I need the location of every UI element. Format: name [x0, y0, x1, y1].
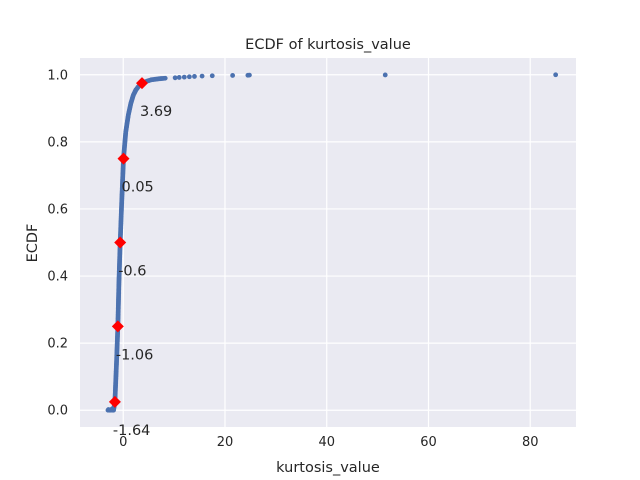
grid-lines: [80, 58, 576, 427]
quantile-label: 0.05: [121, 180, 153, 196]
x-tick-label: 20: [217, 435, 234, 450]
y-axis-ticks: 0.0 0.2 0.4 0.6 0.8 1.0: [47, 68, 68, 418]
ecdf-point: [247, 72, 252, 78]
x-tick-label: 40: [318, 435, 335, 450]
ecdf-point: [230, 73, 236, 78]
x-tick-label: 0: [119, 435, 127, 450]
ecdf-point: [192, 74, 197, 79]
ecdf-point: [209, 73, 215, 79]
ecdf-point: [382, 72, 388, 78]
ecdf-point: [162, 75, 168, 81]
ecdf-point: [172, 75, 178, 81]
x-axis-ticks: 0 20 40 60 80: [119, 435, 538, 450]
x-tick-label: 80: [522, 435, 539, 450]
quantile-marker: [136, 77, 149, 90]
y-tick-label: 0.4: [47, 270, 68, 285]
quantile-annotations: -1.64 -1.06 -0.6 0.05 3.69: [113, 104, 172, 439]
x-tick-label: 60: [420, 435, 437, 450]
x-axis-title: kurtosis_value: [276, 460, 380, 476]
ecdf-point: [106, 407, 111, 412]
quantile-label: 3.69: [140, 104, 172, 120]
quantile-markers: [108, 77, 149, 408]
ecdf-point: [186, 74, 192, 80]
ecdf-point: [553, 72, 559, 78]
ecdf-point: [109, 406, 115, 412]
chart-title: ECDF of kurtosis_value: [245, 37, 411, 53]
quantile-marker: [117, 152, 130, 165]
y-tick-label: 0.2: [47, 337, 68, 352]
y-tick-label: 1.0: [47, 68, 68, 83]
ecdf-series: [105, 72, 559, 413]
y-tick-label: 0.0: [47, 404, 68, 419]
quantile-label: -1.64: [113, 423, 151, 439]
y-tick-label: 0.8: [47, 135, 68, 150]
quantile-marker: [114, 236, 127, 249]
quantile-marker: [108, 395, 121, 408]
ecdf-point: [199, 73, 205, 79]
quantile-label: -0.6: [118, 264, 146, 280]
ecdf-point: [176, 75, 182, 80]
plot-area: [80, 58, 576, 427]
y-axis-title: ECDF: [25, 224, 41, 263]
quantile-label: -1.06: [116, 347, 154, 363]
ecdf-point: [181, 74, 187, 80]
quantile-marker: [111, 320, 124, 333]
y-tick-label: 0.6: [47, 202, 68, 217]
